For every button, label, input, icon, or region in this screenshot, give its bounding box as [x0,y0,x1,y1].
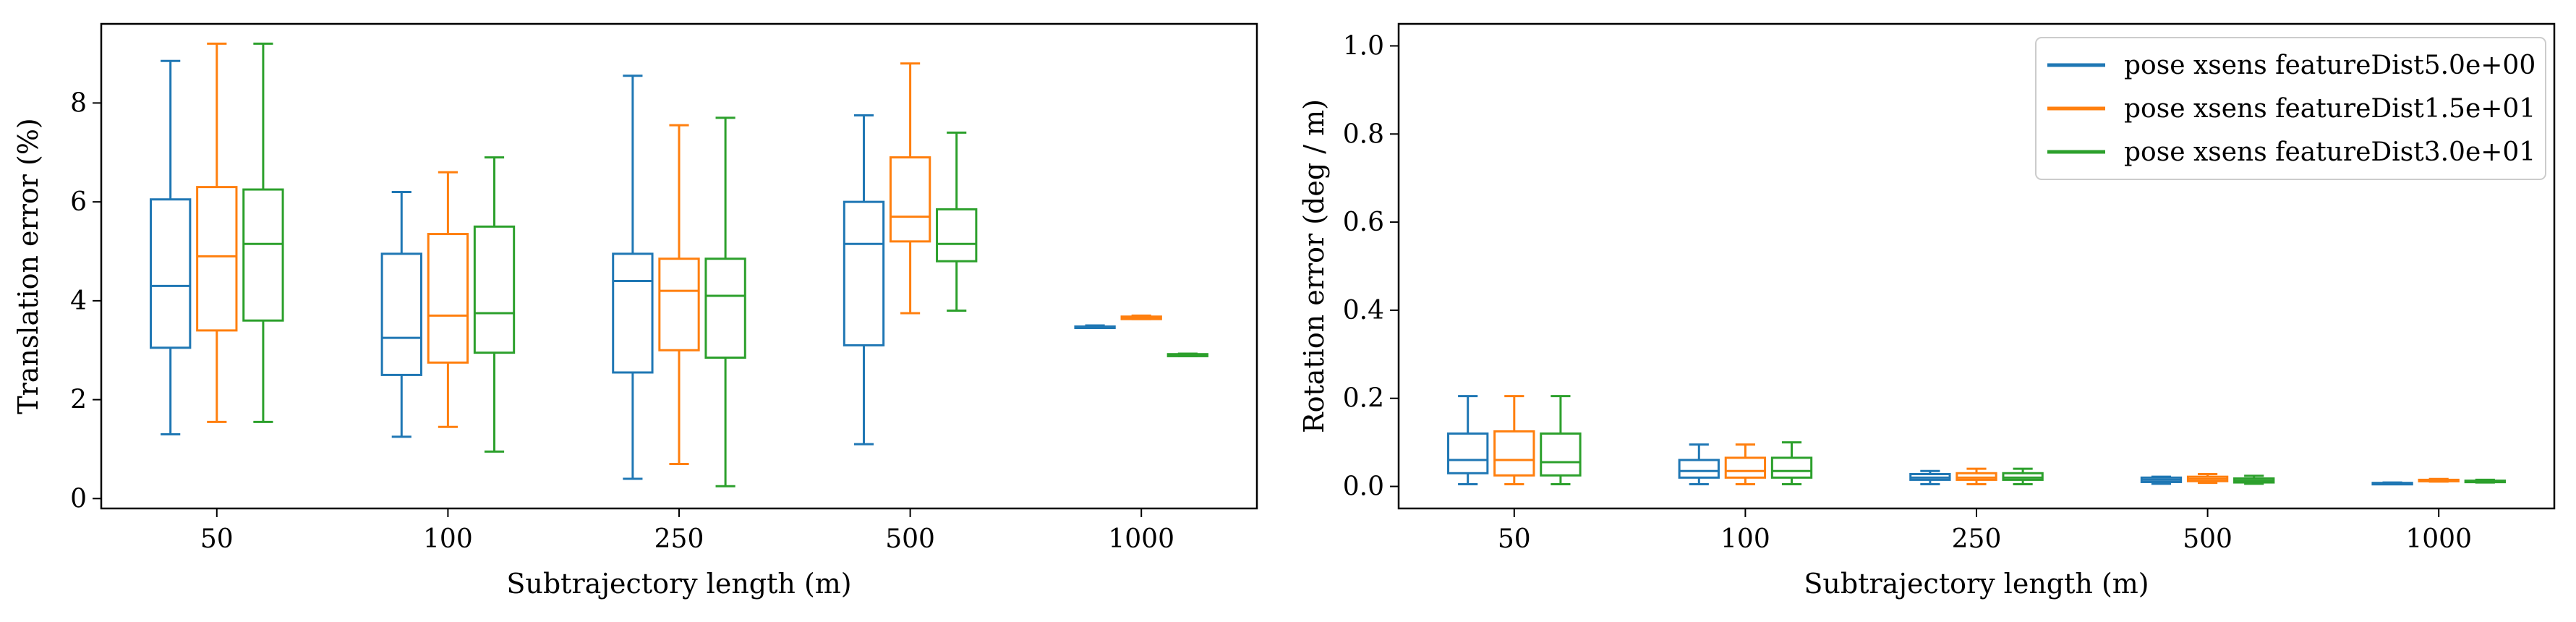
boxplot-100-series-1 [1678,443,1720,485]
x-axis-label: Subtrajectory length (m) [506,568,851,600]
boxplot-500-series-1 [843,114,885,446]
y-tick-label: 0 [70,484,87,514]
boxplot-1000-series-1 [1074,324,1116,329]
y-axis-label: Translation error (%) [12,118,44,414]
boxplot-250-series-2 [1956,467,1997,485]
y-tick-label: 2 [70,385,87,415]
legend-box [2035,37,2546,180]
legend-label-3: pose xsens featureDist3.0e+01 [2124,137,2536,167]
iqr-box [936,208,978,263]
iqr-box [427,233,469,364]
x-tick-label: 500 [885,524,935,554]
y-tick-label: 0.2 [1343,384,1384,414]
iqr-box [1770,456,1813,479]
boxplot-500-series-3 [936,131,978,312]
x-tick-label: 1000 [1108,524,1174,554]
boxplot-500-series-2 [889,62,931,315]
boxplot-100-series-2 [427,171,469,428]
x-tick-label: 1000 [2405,524,2472,554]
iqr-box [658,257,700,352]
boxplot-250-series-1 [1909,469,1951,485]
iqr-box [473,225,516,354]
boxplot-1000-series-2 [1120,314,1162,320]
boxplot-1000-series-2 [2418,477,2460,483]
x-tick-label: 100 [423,524,473,554]
boxplot-100-series-1 [380,190,422,438]
x-tick-label: 500 [2183,524,2232,554]
y-tick-label: 0.8 [1343,119,1384,149]
y-tick-label: 0.4 [1343,296,1384,325]
boxplot-100-series-3 [1770,441,1813,485]
boxplot-1000-series-1 [2371,481,2413,486]
boxplot-250-series-3 [704,116,746,487]
iqr-box [704,257,746,359]
boxplot-50-series-3 [242,42,284,423]
y-tick-label: 6 [70,187,87,217]
boxplot-500-series-2 [2186,472,2229,485]
x-tick-label: 50 [200,524,234,554]
x-tick-label: 50 [1498,524,1531,554]
boxplot-50-series-2 [196,42,238,423]
boxplot-250-series-2 [658,124,700,465]
boxplot-50-series-2 [1493,395,1535,485]
boxplot-1000-series-3 [2464,478,2506,484]
x-tick-label: 100 [1720,524,1770,554]
boxplot-500-series-3 [2233,474,2275,485]
boxplot-100-series-3 [473,156,516,453]
y-tick-label: 0.6 [1343,208,1384,237]
legend: pose xsens featureDist5.0e+00 pose xsens … [2035,37,2546,180]
y-tick-label: 1.0 [1343,31,1384,61]
y-axis-label: Rotation error (deg / m) [1298,99,1330,433]
boxplot-500-series-1 [2140,475,2183,485]
iqr-box [843,200,885,346]
legend-label-1: pose xsens featureDist5.0e+00 [2124,51,2536,80]
boxplot-250-series-1 [612,74,654,480]
iqr-box [1493,430,1535,477]
rotation-error-panel: 0.0 0.2 0.4 0.6 0.8 1.0 50 100 250 500 1000 Subtraj… [1298,22,2556,600]
x-axis-label: Subtrajectory length (m) [1804,568,2149,600]
boxplot-50-series-1 [150,59,192,435]
iqr-box [1678,459,1720,479]
iqr-box [889,156,931,243]
translation-error-panel: 0 2 4 6 8 50 100 250 500 1000 Subtrajectory length… [12,22,1258,600]
iqr-box [380,252,422,376]
legend-label-2: pose xsens featureDist1.5e+01 [2124,94,2536,124]
iqr-box [1447,432,1489,474]
y-tick-label: 4 [70,286,87,316]
iqr-box [150,198,192,349]
boxplot-50-series-3 [1540,395,1582,485]
boxplot-250-series-3 [2002,467,2044,485]
iqr-box [1724,456,1767,479]
x-tick-label: 250 [1952,524,2002,554]
iqr-box [242,188,284,322]
iqr-box [1540,432,1582,477]
boxplot-100-series-2 [1724,443,1767,485]
iqr-box [2002,472,2044,481]
x-tick-label: 250 [654,524,704,554]
iqr-box [612,252,654,374]
boxplot-50-series-1 [1447,395,1489,485]
iqr-box [1956,472,1997,481]
y-tick-label: 8 [70,88,87,118]
iqr-box [196,186,238,332]
boxplot-1000-series-3 [1167,352,1208,357]
y-tick-label: 0.0 [1343,472,1384,502]
